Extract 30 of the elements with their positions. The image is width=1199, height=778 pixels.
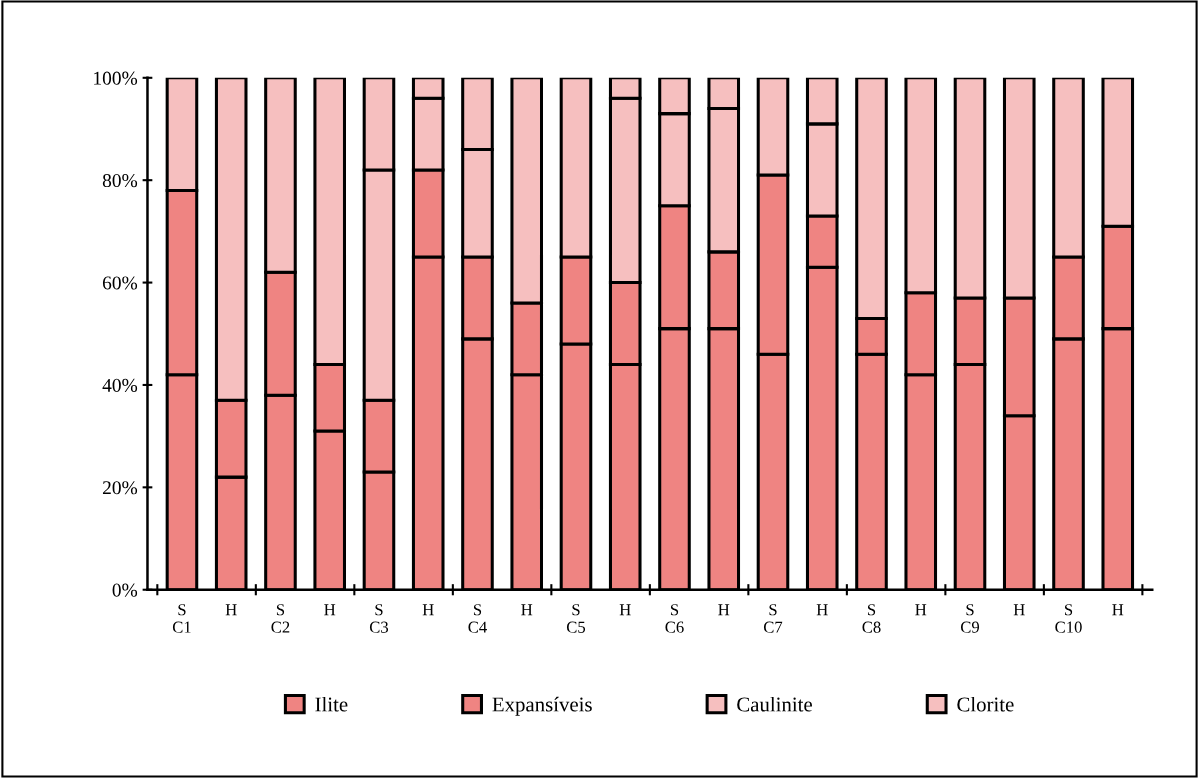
- x-tick-label: H: [521, 604, 533, 616]
- x-tick-label: H: [1112, 604, 1124, 616]
- y-tick-label: 40%: [102, 378, 138, 392]
- x-tick-label: H: [718, 604, 730, 616]
- y-tick-label: 100%: [94, 71, 138, 85]
- x-tick-label: S C10: [1055, 604, 1082, 633]
- x-tick-label: S C4: [468, 604, 487, 633]
- x-tick-label: H: [619, 604, 631, 616]
- x-tick-label: H: [816, 604, 828, 616]
- x-tick-label: S C2: [271, 604, 290, 633]
- x-tick-label: S C5: [566, 604, 586, 633]
- y-tick-label: 20%: [102, 481, 138, 495]
- x-tick-label: S C6: [665, 604, 684, 633]
- x-tick-label: S C3: [369, 604, 389, 633]
- x-tick-label: S C1: [172, 604, 191, 633]
- legend-label: Caulinite: [737, 696, 812, 712]
- legend-label: Ilite: [315, 696, 348, 712]
- y-tick-label: 60%: [102, 276, 138, 290]
- x-tick-label: H: [915, 604, 927, 616]
- x-tick-label: S C8: [862, 604, 881, 633]
- legend-label: Clorite: [957, 696, 1014, 712]
- x-tick-label: H: [1013, 604, 1025, 616]
- x-tick-label: H: [422, 604, 434, 616]
- y-tick-label: 80%: [102, 174, 138, 188]
- x-tick-label: H: [324, 604, 336, 616]
- legend-label: Expansíveis: [492, 696, 592, 716]
- x-tick-label: H: [225, 604, 237, 616]
- x-tick-label: S C7: [763, 604, 783, 633]
- y-tick-label: 0%: [112, 583, 138, 597]
- x-tick-label: S C9: [960, 604, 980, 633]
